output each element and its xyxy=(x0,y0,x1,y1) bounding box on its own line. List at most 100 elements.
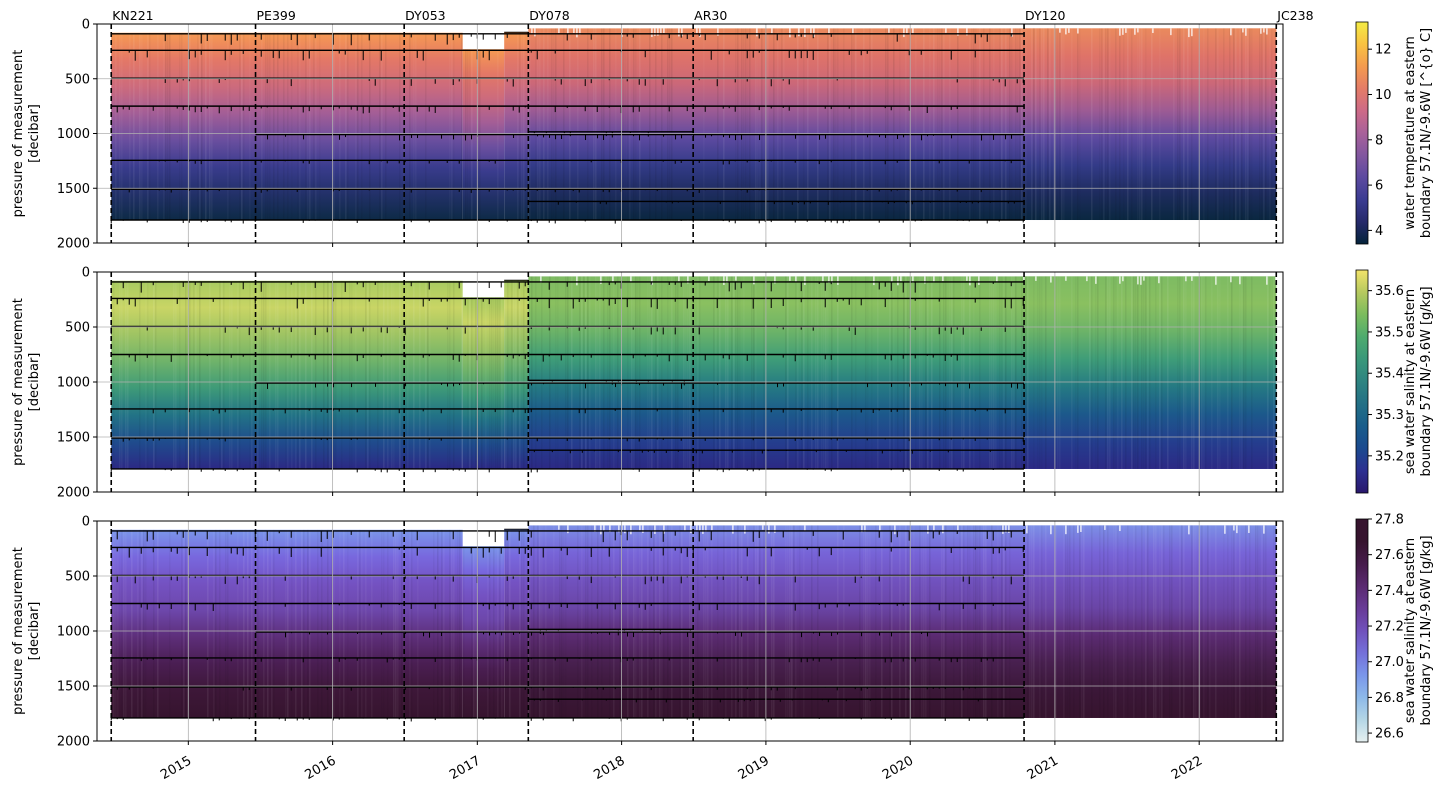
data-streak xyxy=(1159,525,1160,718)
data-streak xyxy=(891,525,893,718)
data-streak xyxy=(1141,28,1143,221)
data-gap xyxy=(978,276,980,285)
data-gap xyxy=(1119,276,1121,284)
data-streak xyxy=(949,28,951,221)
data-streak xyxy=(1267,276,1269,469)
data-gap xyxy=(1065,525,1067,535)
colorbar-tick-label: 27.4 xyxy=(1375,584,1404,599)
data-streak xyxy=(939,28,940,220)
data-texture xyxy=(115,28,1267,221)
data-gap xyxy=(609,525,611,533)
data-streak xyxy=(651,276,653,469)
data-streak xyxy=(429,280,431,469)
data-streak xyxy=(1201,276,1203,469)
data-gap xyxy=(1185,276,1187,282)
data-streak xyxy=(341,280,343,469)
data-streak xyxy=(837,525,839,718)
data-streak xyxy=(785,276,787,469)
data-streak xyxy=(627,276,629,469)
data-streak xyxy=(971,28,972,220)
data-field xyxy=(504,32,529,221)
data-streak xyxy=(413,280,415,469)
data-streak xyxy=(1239,28,1241,221)
data-streak xyxy=(1079,525,1081,718)
data-streak xyxy=(247,529,249,718)
data-streak xyxy=(983,28,985,221)
data-streak xyxy=(1193,525,1195,718)
colorbar-label: water temperature at eastern xyxy=(1403,36,1418,229)
data-streak xyxy=(145,281,146,469)
data-streak xyxy=(243,529,245,718)
data-streak xyxy=(945,276,947,469)
data-streak xyxy=(301,529,303,718)
data-streak xyxy=(517,280,519,469)
cruise-label: JC238 xyxy=(1276,8,1313,23)
data-streak xyxy=(739,276,740,469)
data-streak xyxy=(167,32,169,221)
data-streak xyxy=(511,280,513,469)
data-streak xyxy=(277,280,279,469)
data-streak xyxy=(597,525,599,718)
data-streak xyxy=(739,525,741,718)
data-streak xyxy=(1063,28,1064,220)
data-streak xyxy=(121,530,122,718)
data-streak xyxy=(127,280,129,469)
data-streak xyxy=(1037,276,1038,469)
data-streak xyxy=(113,281,114,469)
data-streak xyxy=(837,276,839,469)
data-streak xyxy=(635,28,637,221)
data-gap xyxy=(1263,525,1265,534)
data-gap xyxy=(906,28,908,34)
data-streak xyxy=(1099,28,1101,221)
data-streak xyxy=(1177,28,1179,221)
data-streak xyxy=(1147,525,1149,718)
data-streak xyxy=(241,32,243,221)
data-streak xyxy=(907,525,909,718)
data-streak xyxy=(541,276,543,469)
data-streak xyxy=(1083,525,1085,718)
data-gap xyxy=(966,276,968,281)
data-streak xyxy=(1205,276,1207,469)
data-streak xyxy=(1155,525,1157,718)
data-streak xyxy=(199,280,201,469)
data-streak xyxy=(603,276,605,469)
data-streak xyxy=(659,525,661,718)
data-streak xyxy=(957,28,959,221)
data-streak xyxy=(1059,276,1061,469)
data-gap xyxy=(702,525,704,534)
data-gap xyxy=(894,525,896,535)
data-streak xyxy=(753,276,755,469)
data-gap xyxy=(573,28,575,34)
data-streak xyxy=(737,276,739,469)
data-gap xyxy=(1035,276,1037,281)
colorbar-tick-label: 26.8 xyxy=(1375,691,1404,706)
x-tick-label: 2016 xyxy=(302,753,338,783)
data-streak xyxy=(209,280,211,469)
data-streak xyxy=(885,28,887,221)
data-streak xyxy=(855,28,857,221)
data-streak xyxy=(239,280,241,469)
colorbar-tick-label: 35.6 xyxy=(1375,284,1404,299)
data-streak xyxy=(681,525,683,718)
data-streak xyxy=(1207,525,1209,718)
data-streak xyxy=(413,33,414,220)
data-streak xyxy=(249,33,250,220)
data-streak xyxy=(1017,28,1018,220)
data-streak xyxy=(717,28,719,221)
data-streak xyxy=(761,28,763,221)
data-streak xyxy=(207,529,209,718)
data-streak xyxy=(905,28,907,221)
data-streak xyxy=(1227,525,1229,718)
data-gap xyxy=(1215,276,1217,285)
data-streak xyxy=(1169,525,1171,718)
data-streak xyxy=(749,28,751,221)
data-streak xyxy=(305,280,307,469)
data-streak xyxy=(1005,28,1007,221)
data-streak xyxy=(163,32,165,221)
data-streak xyxy=(613,525,615,718)
data-streak xyxy=(741,525,743,718)
data-streak xyxy=(521,32,523,221)
data-streak xyxy=(691,525,693,718)
data-streak xyxy=(671,28,673,221)
data-streak xyxy=(459,529,461,718)
